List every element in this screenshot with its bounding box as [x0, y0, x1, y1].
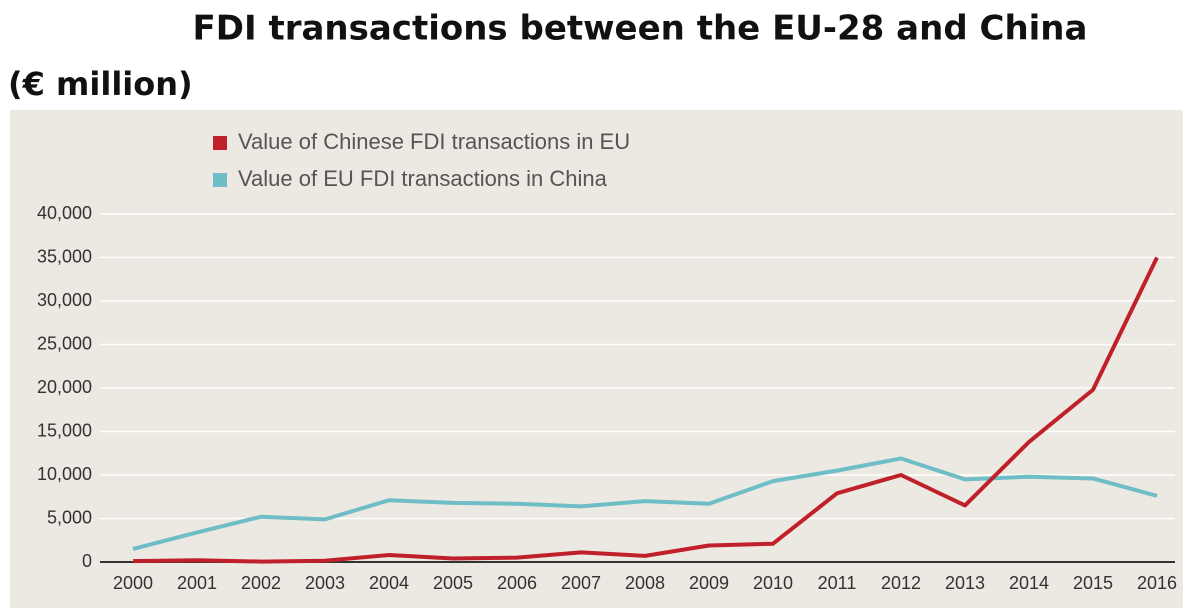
- legend-swatch: [213, 136, 227, 150]
- x-tick-label: 2006: [497, 573, 537, 593]
- x-tick-label: 2010: [753, 573, 793, 593]
- chart-subtitle: (€ million): [8, 65, 193, 103]
- x-tick-label: 2016: [1137, 573, 1177, 593]
- y-tick-label: 25,000: [37, 333, 92, 353]
- x-tick-label: 2009: [689, 573, 729, 593]
- x-tick-label: 2001: [177, 573, 217, 593]
- series-line: [132, 256, 1159, 564]
- y-tick-label: 35,000: [37, 246, 92, 266]
- x-tick-label: 2014: [1009, 573, 1049, 593]
- y-tick-label: 20,000: [37, 377, 92, 397]
- y-tick-label: 5,000: [47, 507, 92, 527]
- series-line: [132, 456, 1158, 551]
- x-tick-label: 2011: [818, 573, 857, 593]
- legend-label: Value of EU FDI transactions in China: [238, 166, 608, 191]
- x-tick-label: 2003: [305, 573, 345, 593]
- y-tick-label: 10,000: [37, 464, 92, 484]
- y-tick-label: 40,000: [37, 203, 92, 223]
- x-tick-label: 2004: [369, 573, 409, 593]
- x-tick-label: 2000: [113, 573, 153, 593]
- y-tick-label: 0: [82, 551, 92, 571]
- plot-background: [10, 110, 1183, 608]
- x-tick-label: 2008: [625, 573, 665, 593]
- y-tick-label: 15,000: [37, 420, 92, 440]
- x-tick-label: 2015: [1073, 573, 1113, 593]
- x-tick-label: 2007: [561, 573, 601, 593]
- legend-label: Value of Chinese FDI transactions in EU: [238, 129, 630, 154]
- x-tick-label: 2002: [241, 573, 281, 593]
- y-tick-label: 30,000: [37, 290, 92, 310]
- x-tick-label: 2012: [881, 573, 921, 593]
- x-tick-label: 2013: [945, 573, 985, 593]
- legend-swatch: [213, 173, 227, 187]
- chart-title: FDI transactions between the EU-28 and C…: [193, 9, 1088, 49]
- x-tick-label: 2005: [433, 573, 473, 593]
